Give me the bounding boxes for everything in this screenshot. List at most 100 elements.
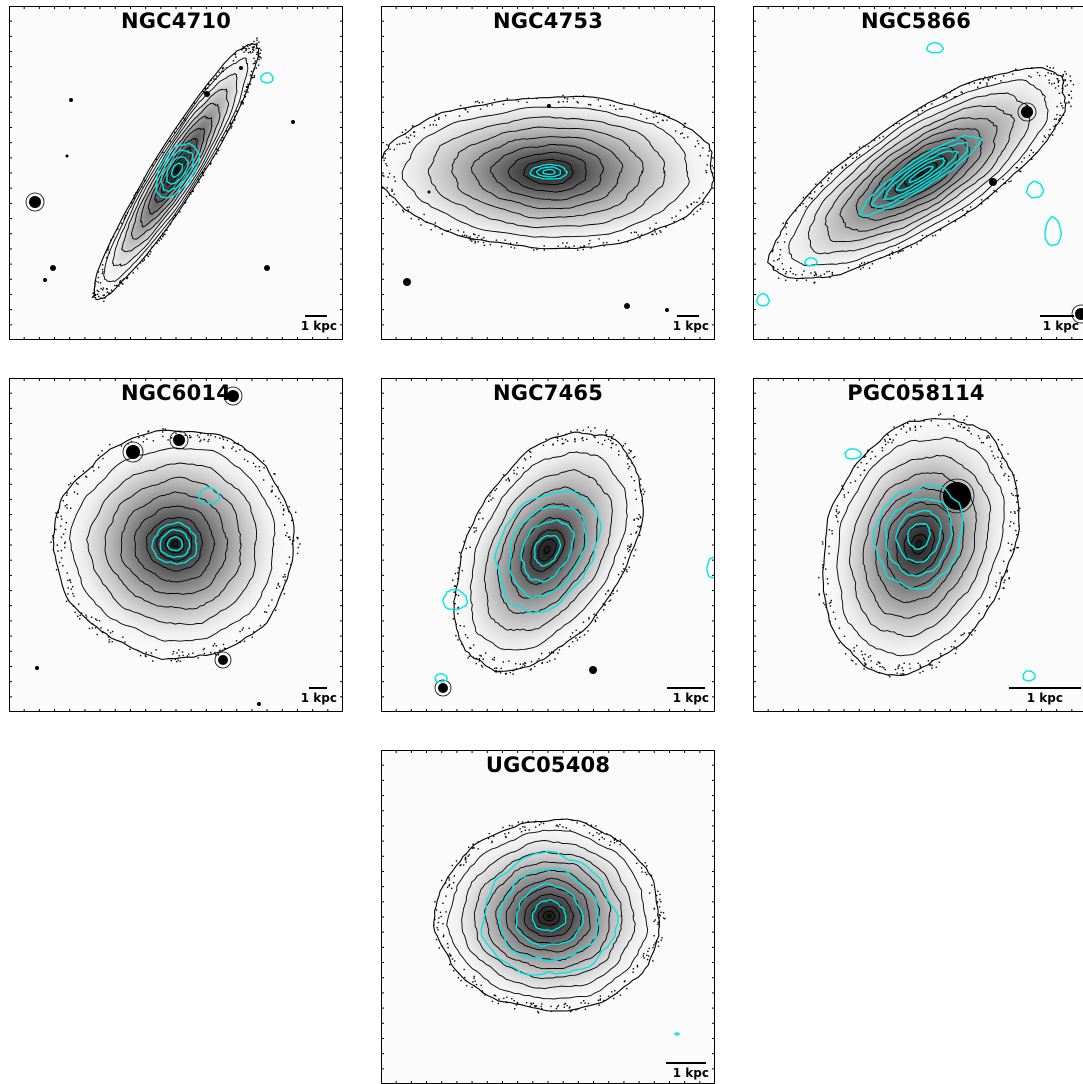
- co-contour: [493, 489, 602, 614]
- co-contours: [756, 42, 1063, 307]
- co-contour-blob: [434, 673, 448, 683]
- isophote-contour: [537, 905, 561, 926]
- galaxy-image-ngc4710: [9, 6, 343, 340]
- co-contour: [535, 166, 562, 178]
- isophote-contour: [103, 57, 249, 283]
- co-contour-blob: [706, 556, 715, 579]
- star: [291, 120, 295, 124]
- galaxy-light: [448, 424, 646, 676]
- isophote-contour: [174, 166, 180, 174]
- isophote-contour: [807, 92, 1031, 255]
- co-contour: [870, 141, 969, 209]
- co-contour: [872, 484, 964, 590]
- foreground-stars: [35, 386, 261, 706]
- co-contours: [151, 486, 221, 565]
- star: [204, 91, 210, 97]
- galaxy-image-ngc7465: [381, 378, 715, 712]
- star: [438, 683, 448, 693]
- isophote-contour: [523, 893, 575, 937]
- isophote-contour: [509, 503, 586, 599]
- scale-label: 1 kpc: [672, 691, 709, 705]
- image-frame: [381, 378, 715, 712]
- isophote-contour: [546, 913, 552, 919]
- co-contour: [907, 522, 932, 551]
- isophote-contour: [171, 540, 179, 548]
- scale-label: 1 kpc: [300, 319, 337, 333]
- isophote-contours: [822, 418, 1020, 676]
- panel-title: NGC6014: [120, 381, 232, 405]
- isophote-contour: [166, 155, 187, 186]
- star: [69, 98, 73, 102]
- isophote-contour: [496, 486, 599, 614]
- scale-label: 1 kpc: [672, 319, 709, 333]
- star: [35, 666, 39, 670]
- galaxy-light: [90, 35, 264, 305]
- isophote-contour: [917, 171, 925, 177]
- isophote-contour: [134, 505, 216, 583]
- co-contour: [159, 528, 191, 559]
- co-contour: [882, 150, 959, 201]
- isophote-contour: [849, 454, 992, 637]
- co-contour-blob: [260, 71, 275, 84]
- co-contour-blob: [844, 448, 863, 460]
- co-contour: [151, 521, 198, 565]
- star: [589, 666, 597, 674]
- isophote-contour: [140, 115, 213, 228]
- isophote-contours: [52, 429, 295, 661]
- co-contour: [529, 163, 569, 180]
- isophote-contour: [69, 447, 276, 642]
- galaxy-image-ugc05408: [381, 750, 715, 1084]
- panel-ugc05408: UGC05408 1 kpc: [381, 750, 715, 1084]
- image-frame: [381, 6, 715, 340]
- isophote-contour: [824, 105, 1015, 243]
- isophote-contour: [93, 42, 260, 301]
- star: [29, 196, 41, 208]
- co-contour: [531, 899, 567, 932]
- co-contour: [515, 882, 585, 948]
- co-contours: [155, 71, 275, 199]
- scale-bar: [1040, 315, 1074, 317]
- isophote-contour: [869, 137, 970, 211]
- panel-ngc4753: NGC4753 1 kpc: [381, 6, 715, 340]
- star: [65, 154, 69, 158]
- star: [50, 265, 56, 271]
- isophote-contours: [93, 42, 260, 301]
- co-contour: [885, 498, 954, 577]
- co-contour-blob: [925, 42, 945, 54]
- star: [1021, 106, 1033, 118]
- galaxy-image-ngc6014: [9, 378, 343, 712]
- star: [547, 104, 551, 108]
- scale-label: 1 kpc: [672, 1066, 709, 1080]
- isophote-contour: [507, 151, 587, 193]
- star: [218, 655, 228, 665]
- co-contour-blob: [756, 292, 771, 307]
- co-contour-blob: [804, 257, 818, 267]
- outer-isophote-noise: [818, 413, 1021, 678]
- co-contour: [498, 867, 600, 962]
- panel-pgc058114: PGC058114 1 kpc: [753, 378, 1083, 712]
- isophote-contour: [483, 469, 613, 631]
- scale-bar: [309, 687, 327, 689]
- panel-title: NGC7465: [492, 381, 604, 405]
- image-frame: [9, 6, 343, 340]
- isophote-contour: [911, 167, 931, 181]
- isophote-contour: [473, 850, 623, 980]
- co-contour: [166, 156, 189, 185]
- isophote-contour: [156, 526, 193, 562]
- co-contour: [895, 157, 946, 192]
- isophote-contour: [490, 144, 604, 201]
- isophote-contour: [537, 538, 557, 562]
- co-contour: [520, 519, 575, 583]
- panel-ngc7465: NGC7465 1 kpc: [381, 378, 715, 712]
- isophote-contour: [130, 102, 221, 240]
- isophote-contour: [836, 436, 1005, 657]
- co-contour: [533, 534, 562, 567]
- isophote-contour: [903, 161, 938, 187]
- foreground-stars: [403, 104, 669, 312]
- panel-ngc4710: NGC4710 1 kpc: [9, 6, 343, 340]
- isophote-contour: [469, 451, 628, 651]
- isophote-contour: [875, 487, 965, 604]
- co-contour: [858, 134, 983, 217]
- foreground-stars: [989, 102, 1083, 324]
- isophote-contour: [461, 840, 636, 990]
